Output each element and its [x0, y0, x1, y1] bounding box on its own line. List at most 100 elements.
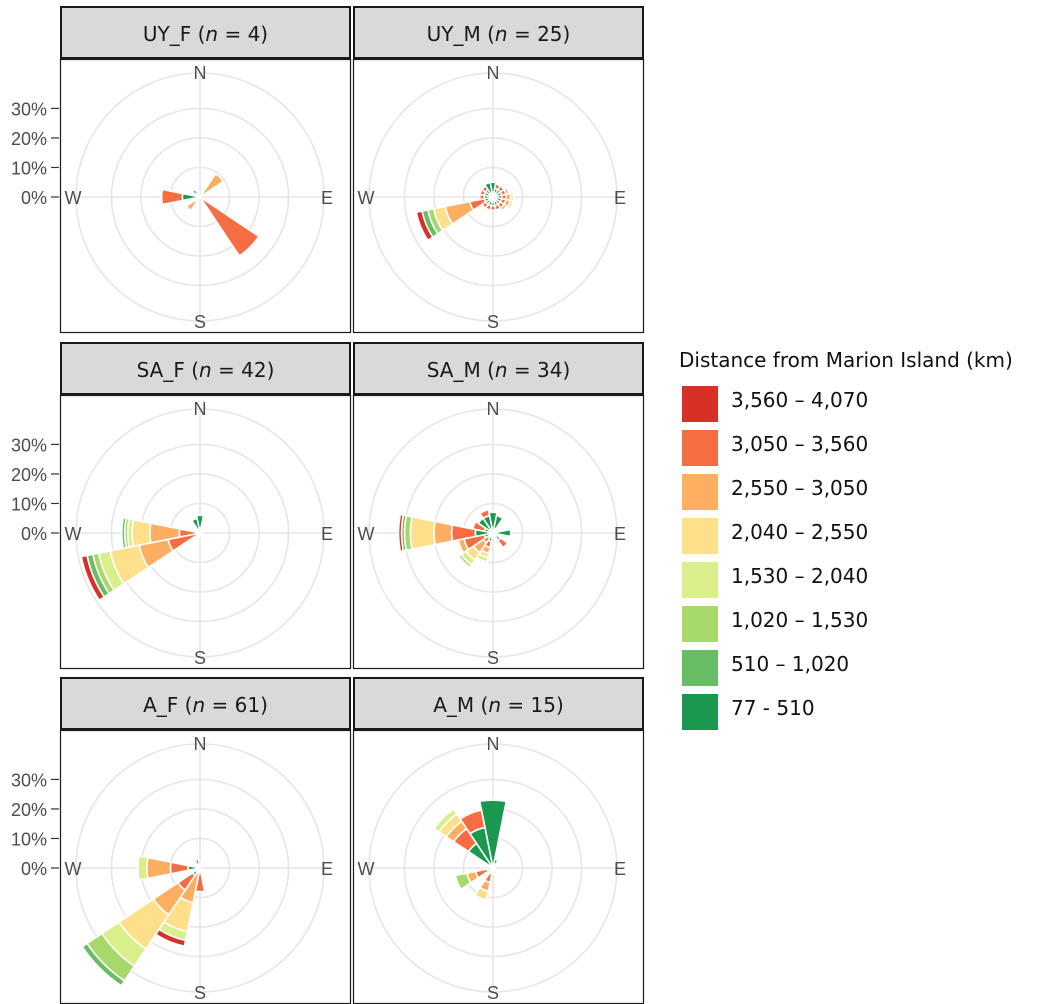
radial-tick-label: 30%	[11, 435, 47, 455]
panel-strip	[60, 677, 351, 730]
panel-strip	[353, 6, 644, 59]
legend-label: 2,040 – 2,550	[731, 520, 869, 544]
compass-label-w: W	[358, 188, 375, 208]
panel-strip	[353, 677, 644, 730]
bar-segment	[459, 809, 486, 835]
bar-segment	[81, 942, 126, 987]
bar-segment	[497, 537, 509, 549]
compass-label-s: S	[194, 648, 206, 668]
compass-label-w: W	[65, 859, 82, 879]
polar-bars	[397, 509, 512, 569]
bar-segment	[397, 513, 405, 553]
panel-a-f: A_F (n = 61) N E S W 0% 10% 20% 30%	[11, 677, 352, 1004]
bar-segment	[492, 528, 512, 538]
compass-label-s: S	[487, 312, 499, 332]
legend-swatch	[682, 606, 718, 642]
legend-swatch	[682, 650, 718, 686]
bar-segment	[479, 509, 491, 520]
legend-swatch	[682, 694, 718, 730]
legend-label: 1,530 – 2,040	[731, 564, 869, 588]
grid-ring-outer	[368, 72, 618, 322]
radial-tick-label: 0%	[21, 188, 47, 208]
compass-label-e: E	[321, 859, 333, 879]
compass-label-n: N	[487, 399, 500, 419]
legend-item-1530-2040: 1,530 – 2,040	[679, 554, 1051, 598]
radial-tick-label: 30%	[11, 770, 47, 790]
grid-ring	[110, 107, 290, 287]
legend-label: 1,020 – 1,530	[731, 608, 869, 632]
legend-item-510-1020: 510 – 1,020	[679, 642, 1051, 686]
grid-ring	[462, 166, 524, 228]
polar-bars	[433, 799, 508, 901]
legend-swatch	[682, 562, 718, 598]
bar-segment	[415, 210, 434, 242]
legend-swatch	[682, 518, 718, 554]
compass-label-w: W	[358, 524, 375, 544]
panel-sa-m: SA_M (n = 34) N E S W	[352, 342, 645, 670]
bar-segment	[146, 856, 172, 880]
bar-segment	[195, 190, 201, 198]
compass-label-s: S	[194, 312, 206, 332]
compass-label-n: N	[194, 399, 207, 419]
panel-title: SA_F (n = 42)	[137, 358, 275, 382]
polar-grid	[75, 72, 325, 322]
legend-item-2550-3050: 2,550 – 3,050	[679, 466, 1051, 510]
bar-segment	[185, 199, 198, 212]
radial-tick-label: 30%	[11, 99, 47, 119]
grid-ring-outer	[75, 408, 325, 658]
legend-swatch	[682, 430, 718, 466]
panel-title: SA_M (n = 34)	[427, 358, 571, 382]
compass-label-e: E	[614, 859, 626, 879]
legend-label: 3,050 – 3,560	[731, 432, 869, 456]
polar-grid	[368, 408, 618, 658]
panel-title: UY_M (n = 25)	[427, 22, 571, 46]
panel-strip	[60, 342, 351, 395]
panel-title: A_M (n = 15)	[433, 693, 564, 717]
polar-bars	[80, 514, 205, 602]
radial-tick-label: 20%	[11, 129, 47, 149]
panel-uy-m: UY_M (n = 25) N E S W	[352, 6, 645, 334]
bar-segment	[506, 199, 515, 210]
panel-a-m: A_M (n = 15) N E S W	[352, 677, 645, 1004]
panel-sa-f: SA_F (n = 42) N E S W 0% 10% 20% 30%	[11, 342, 352, 670]
legend-item-2040-2550: 2,040 – 2,550	[679, 510, 1051, 554]
legend-label: 3,560 – 4,070	[731, 388, 869, 412]
bar-segment	[80, 554, 106, 602]
compass-label-n: N	[487, 63, 500, 83]
polar-bars	[81, 855, 206, 987]
compass-label-s: S	[487, 983, 499, 1003]
grid-ring	[433, 137, 553, 257]
bar-segment	[492, 858, 499, 869]
grid-ring	[403, 778, 583, 958]
grid-ring	[403, 107, 583, 287]
panel-plot-area	[352, 729, 645, 1004]
radial-tick-label: 10%	[11, 494, 47, 514]
radial-tick-label: 10%	[11, 158, 47, 178]
legend-title: Distance from Marion Island (km)	[679, 348, 1013, 372]
legend-swatch	[682, 386, 718, 422]
legend-item-3560-4070: 3,560 – 4,070	[679, 378, 1051, 422]
radial-tick-label: 0%	[21, 524, 47, 544]
bar-segment	[160, 188, 184, 206]
compass-label-w: W	[65, 188, 82, 208]
compass-label-n: N	[487, 734, 500, 754]
bar-segment	[409, 516, 436, 550]
bar-segment	[492, 867, 498, 875]
compass-label-e: E	[614, 188, 626, 208]
grid-ring	[110, 778, 290, 958]
compass-label-e: E	[614, 524, 626, 544]
polar-bars	[415, 181, 515, 242]
panel-strip	[353, 342, 644, 395]
grid-ring	[110, 443, 290, 623]
legend-label: 77 - 510	[731, 696, 815, 720]
bar-segment	[190, 517, 201, 534]
radial-tick-label: 20%	[11, 800, 47, 820]
legend-item-1020-1530: 1,020 – 1,530	[679, 598, 1051, 642]
polar-bars	[160, 172, 260, 257]
panel-uy-f: UY_F (n = 4) N E S W 0% 10% 20% 30%	[11, 6, 352, 334]
bar-segment	[137, 855, 149, 881]
legend-label: 2,550 – 3,050	[731, 476, 869, 500]
grid-ring-outer	[75, 72, 325, 322]
bar-segment	[131, 518, 152, 548]
compass-label-w: W	[65, 524, 82, 544]
